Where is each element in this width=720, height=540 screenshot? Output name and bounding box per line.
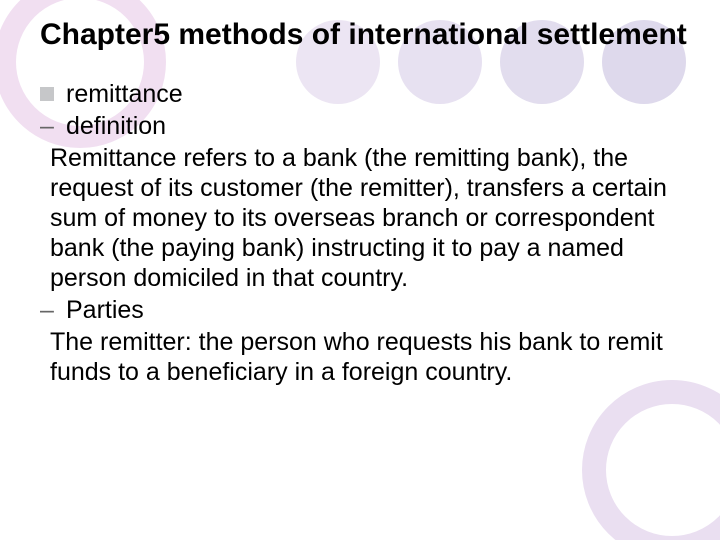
slide-body: remittance–definitionRemittance refers t…: [40, 79, 692, 387]
square-bullet-icon: [40, 87, 54, 101]
paragraph: The remitter: the person who requests hi…: [50, 327, 682, 387]
dash-row: –definition: [40, 111, 692, 141]
paragraph: Remittance refers to a bank (the remitti…: [50, 143, 682, 293]
dash-text: Parties: [66, 295, 144, 325]
dash-bullet-icon: –: [40, 295, 54, 325]
dash-text: definition: [66, 111, 166, 141]
dash-bullet-icon: –: [40, 111, 54, 141]
slide: Chapter5 methods of international settle…: [0, 0, 720, 540]
bullet-text: remittance: [66, 79, 183, 109]
bullet-row: remittance: [40, 79, 692, 109]
dash-row: –Parties: [40, 295, 692, 325]
slide-title: Chapter5 methods of international settle…: [40, 18, 692, 53]
